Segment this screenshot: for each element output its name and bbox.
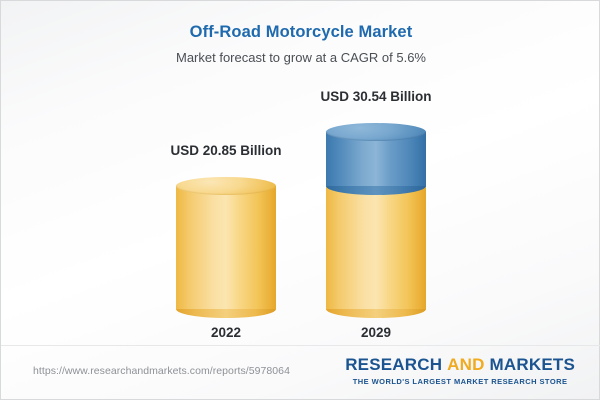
data-label-2029: USD 30.54 Billion [320,89,432,104]
chart-title: Off-Road Motorcycle Market [189,23,413,41]
bar-segment-base-2022 [176,177,276,318]
cylinder-body [326,177,426,309]
brand-logo: RESEARCH AND MARKETS THE WORLD'S LARGEST… [345,355,575,386]
cylinder-top-ellipse [176,177,276,195]
chart-footer: https://www.researchandmarkets.com/repor… [1,345,600,399]
cylinder-bar-2029[interactable] [326,123,426,318]
brand-word-and: AND [447,355,485,374]
cylinder-top-ellipse [326,123,426,141]
chart-header: Off-Road Motorcycle Market Market foreca… [1,21,600,67]
cylinder-body [326,132,426,186]
bar-segment-base-2029 [326,177,426,318]
source-url[interactable]: https://www.researchandmarkets.com/repor… [33,365,290,377]
brand-word-research: RESEARCH [345,355,443,374]
brand-tagline: THE WORLD'S LARGEST MARKET RESEARCH STOR… [352,377,568,386]
data-label-2022: USD 20.85 Billion [170,143,282,158]
cylinder-bar-2022[interactable] [176,177,276,318]
brand-name: RESEARCH AND MARKETS [345,355,575,375]
cylinder-body [176,186,276,309]
brand-word-markets: MARKETS [489,355,575,374]
chart-subtitle: Market forecast to grow at a CAGR of 5.6… [176,50,426,65]
bar-segment-growth-2029 [326,123,426,195]
category-label-2022: 2022 [210,325,242,340]
category-label-2029: 2029 [360,325,392,340]
chart-plot-area: USD 20.85 Billion 2022 USD 30.54 Billion [1,1,600,346]
